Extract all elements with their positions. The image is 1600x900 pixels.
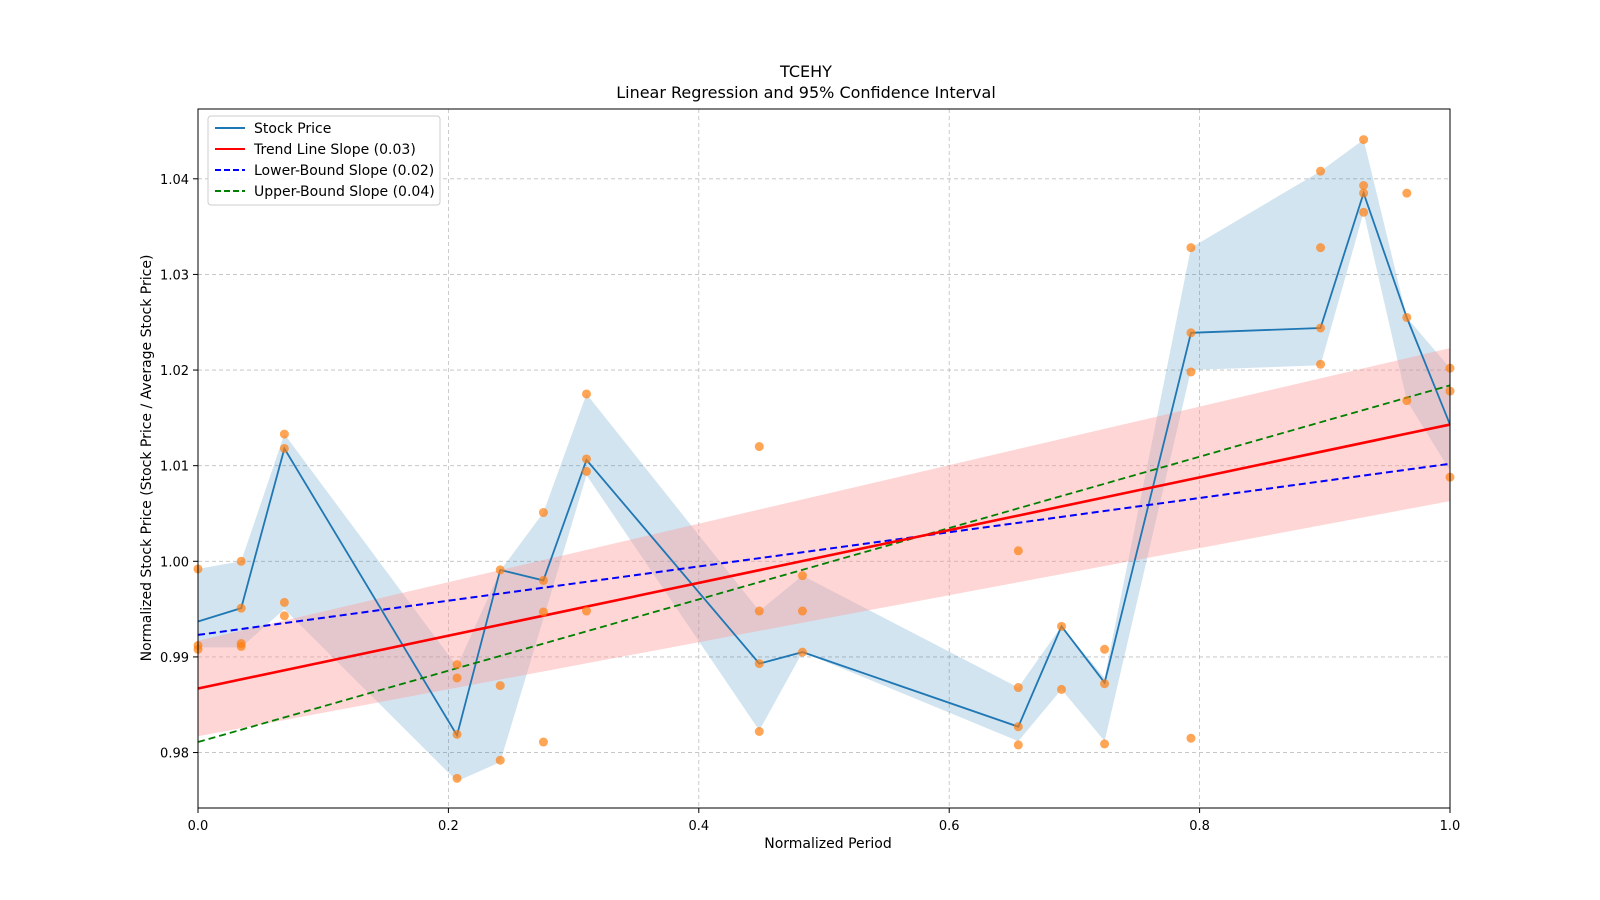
- x-tick-label: 0.6: [939, 819, 960, 834]
- legend-label-upper-bound: Upper-Bound Slope (0.04): [254, 184, 435, 200]
- scatter-point: [452, 673, 462, 683]
- y-tick-label: 1.02: [160, 364, 189, 379]
- legend-label-stock-price: Stock Price: [254, 121, 331, 137]
- y-axis-ticks: 0.98 0.99 1.00 1.01 1.02 1.03 1.04: [160, 173, 198, 762]
- legend-label-trend-line: Trend Line Slope (0.03): [253, 142, 416, 158]
- scatter-point: [1316, 166, 1326, 176]
- x-axis-label: Normalized Period: [764, 836, 892, 852]
- x-axis-ticks: 0.0 0.2 0.4 0.6 0.8 1.0: [188, 808, 1461, 834]
- y-tick-label: 1.03: [160, 268, 189, 283]
- scatter-point: [754, 727, 764, 737]
- scatter-point: [754, 659, 764, 669]
- scatter-point: [1402, 312, 1412, 322]
- lower-bound-slope-line: [197, 462, 1451, 636]
- x-tick-label: 1.0: [1440, 819, 1461, 834]
- scatter-points: [193, 135, 1455, 783]
- trend-line: [197, 423, 1451, 690]
- scatter-point: [279, 443, 289, 453]
- scatter-point: [581, 454, 591, 464]
- scatter-point: [1359, 207, 1369, 217]
- x-tick-label: 0.4: [688, 819, 709, 834]
- scatter-point: [236, 641, 246, 651]
- x-tick-label: 0.0: [188, 819, 209, 834]
- scatter-point: [1057, 621, 1067, 631]
- scatter-point: [538, 575, 548, 585]
- scatter-point: [1402, 188, 1412, 198]
- scatter-point: [538, 607, 548, 617]
- scatter-point: [1359, 188, 1369, 198]
- scatter-point: [1316, 323, 1326, 333]
- plot-frame: [197, 108, 1451, 809]
- y-tick-label: 1.01: [160, 460, 189, 475]
- scatter-point: [236, 556, 246, 566]
- scatter-point: [1013, 722, 1023, 732]
- scatter-point: [1316, 243, 1326, 253]
- confidence-bands: [198, 139, 1450, 782]
- scatter-point: [495, 565, 505, 575]
- trend-confidence-band: [198, 348, 1450, 737]
- scatter-point: [1186, 328, 1196, 338]
- y-tick-label: 0.98: [160, 747, 189, 762]
- scatter-point: [279, 597, 289, 607]
- scatter-point: [797, 606, 807, 616]
- scatter-point: [1316, 359, 1326, 369]
- scatter-point: [1402, 396, 1412, 406]
- legend-box: [207, 115, 441, 206]
- scatter-point: [1186, 243, 1196, 253]
- scatter-point: [1057, 684, 1067, 694]
- scatter-point: [279, 611, 289, 621]
- scatter-point: [1013, 546, 1023, 556]
- scatter-point: [754, 606, 764, 616]
- scatter-point: [1359, 180, 1369, 190]
- scatter-point: [1359, 135, 1369, 145]
- scatter-point: [581, 466, 591, 476]
- y-tick-label: 1.00: [160, 555, 189, 570]
- scatter-point: [581, 606, 591, 616]
- x-tick-label: 0.8: [1189, 819, 1210, 834]
- scatter-point: [754, 442, 764, 452]
- scatter-point: [797, 647, 807, 657]
- scatter-point: [495, 681, 505, 691]
- scatter-point: [495, 755, 505, 765]
- scatter-point: [452, 729, 462, 739]
- scatter-point: [538, 737, 548, 747]
- scatter-point: [279, 429, 289, 439]
- scatter-point: [452, 660, 462, 670]
- scatter-point: [236, 603, 246, 613]
- legend-label-lower-bound: Lower-Bound Slope (0.02): [254, 163, 434, 179]
- scatter-point: [1100, 644, 1110, 654]
- legend: Stock Price Trend Line Slope (0.03) Lowe…: [207, 115, 441, 206]
- scatter-point: [1100, 739, 1110, 749]
- chart-title: TCEHY: [779, 62, 832, 81]
- scatter-point: [452, 773, 462, 783]
- scatter-point: [538, 508, 548, 518]
- scatter-point: [1186, 367, 1196, 377]
- scatter-point: [797, 571, 807, 581]
- x-tick-label: 0.2: [438, 819, 459, 834]
- scatter-point: [1013, 683, 1023, 693]
- y-tick-label: 1.04: [160, 173, 189, 188]
- scatter-point: [1100, 679, 1110, 689]
- upper-bound-slope-line: [197, 384, 1451, 743]
- stock-price-confidence-band: [198, 139, 1450, 782]
- y-tick-label: 0.99: [160, 651, 189, 666]
- y-axis-label: Normalized Stock Price (Stock Price / Av…: [139, 255, 155, 662]
- chart-subtitle: Linear Regression and 95% Confidence Int…: [616, 83, 996, 102]
- scatter-point: [1186, 733, 1196, 743]
- scatter-point: [1013, 740, 1023, 750]
- scatter-point: [581, 389, 591, 399]
